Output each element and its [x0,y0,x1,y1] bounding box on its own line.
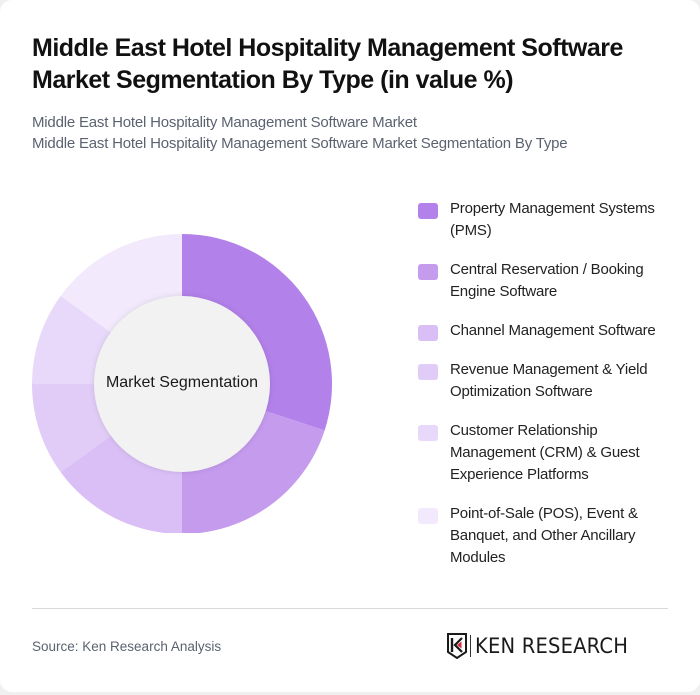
donut-svg [32,234,332,533]
footer-divider [32,608,668,609]
logo-divider [470,635,471,657]
legend-label: Central Reservation / Booking Engine Sof… [450,261,644,300]
legend-label: Customer Relationship Management (CRM) &… [450,422,640,483]
legend-swatch [418,425,438,441]
legend-item[interactable]: Point-of-Sale (POS), Event & Banquet, an… [418,503,678,569]
ken-research-logo-icon [447,633,467,659]
legend-swatch [418,203,438,219]
legend-swatch [418,508,438,524]
legend-label: Channel Management Software [450,322,656,339]
legend-item[interactable]: Channel Management Software [418,320,678,342]
donut-slice[interactable] [182,234,332,431]
legend-swatch [418,325,438,341]
legend-item[interactable]: Customer Relationship Management (CRM) &… [418,420,678,486]
subtitle-line-2: Middle East Hotel Hospitality Management… [32,135,568,152]
legend-label: Property Management Systems (PMS) [450,200,655,239]
legend-item[interactable]: Central Reservation / Booking Engine Sof… [418,259,678,303]
subtitle-line-1: Middle East Hotel Hospitality Management… [32,114,417,131]
legend-swatch [418,364,438,380]
legend-label: Revenue Management & Yield Optimization … [450,361,648,400]
ken-research-logo: KEN RESEARCH [447,633,640,659]
source-note: Source: Ken Research Analysis [32,639,222,654]
legend: Property Management Systems (PMS) Centra… [418,198,678,586]
donut-hole [94,296,270,472]
legend-label: Point-of-Sale (POS), Event & Banquet, an… [450,505,638,566]
page-title: Middle East Hotel Hospitality Management… [32,34,623,94]
donut-chart: Market Segmentation [32,233,332,533]
logo-text: KEN RESEARCH [475,634,629,658]
subtitle: Middle East Hotel Hospitality Management… [32,112,682,154]
legend-item[interactable]: Property Management Systems (PMS) [418,198,678,242]
legend-item[interactable]: Revenue Management & Yield Optimization … [418,359,678,403]
legend-swatch [418,264,438,280]
